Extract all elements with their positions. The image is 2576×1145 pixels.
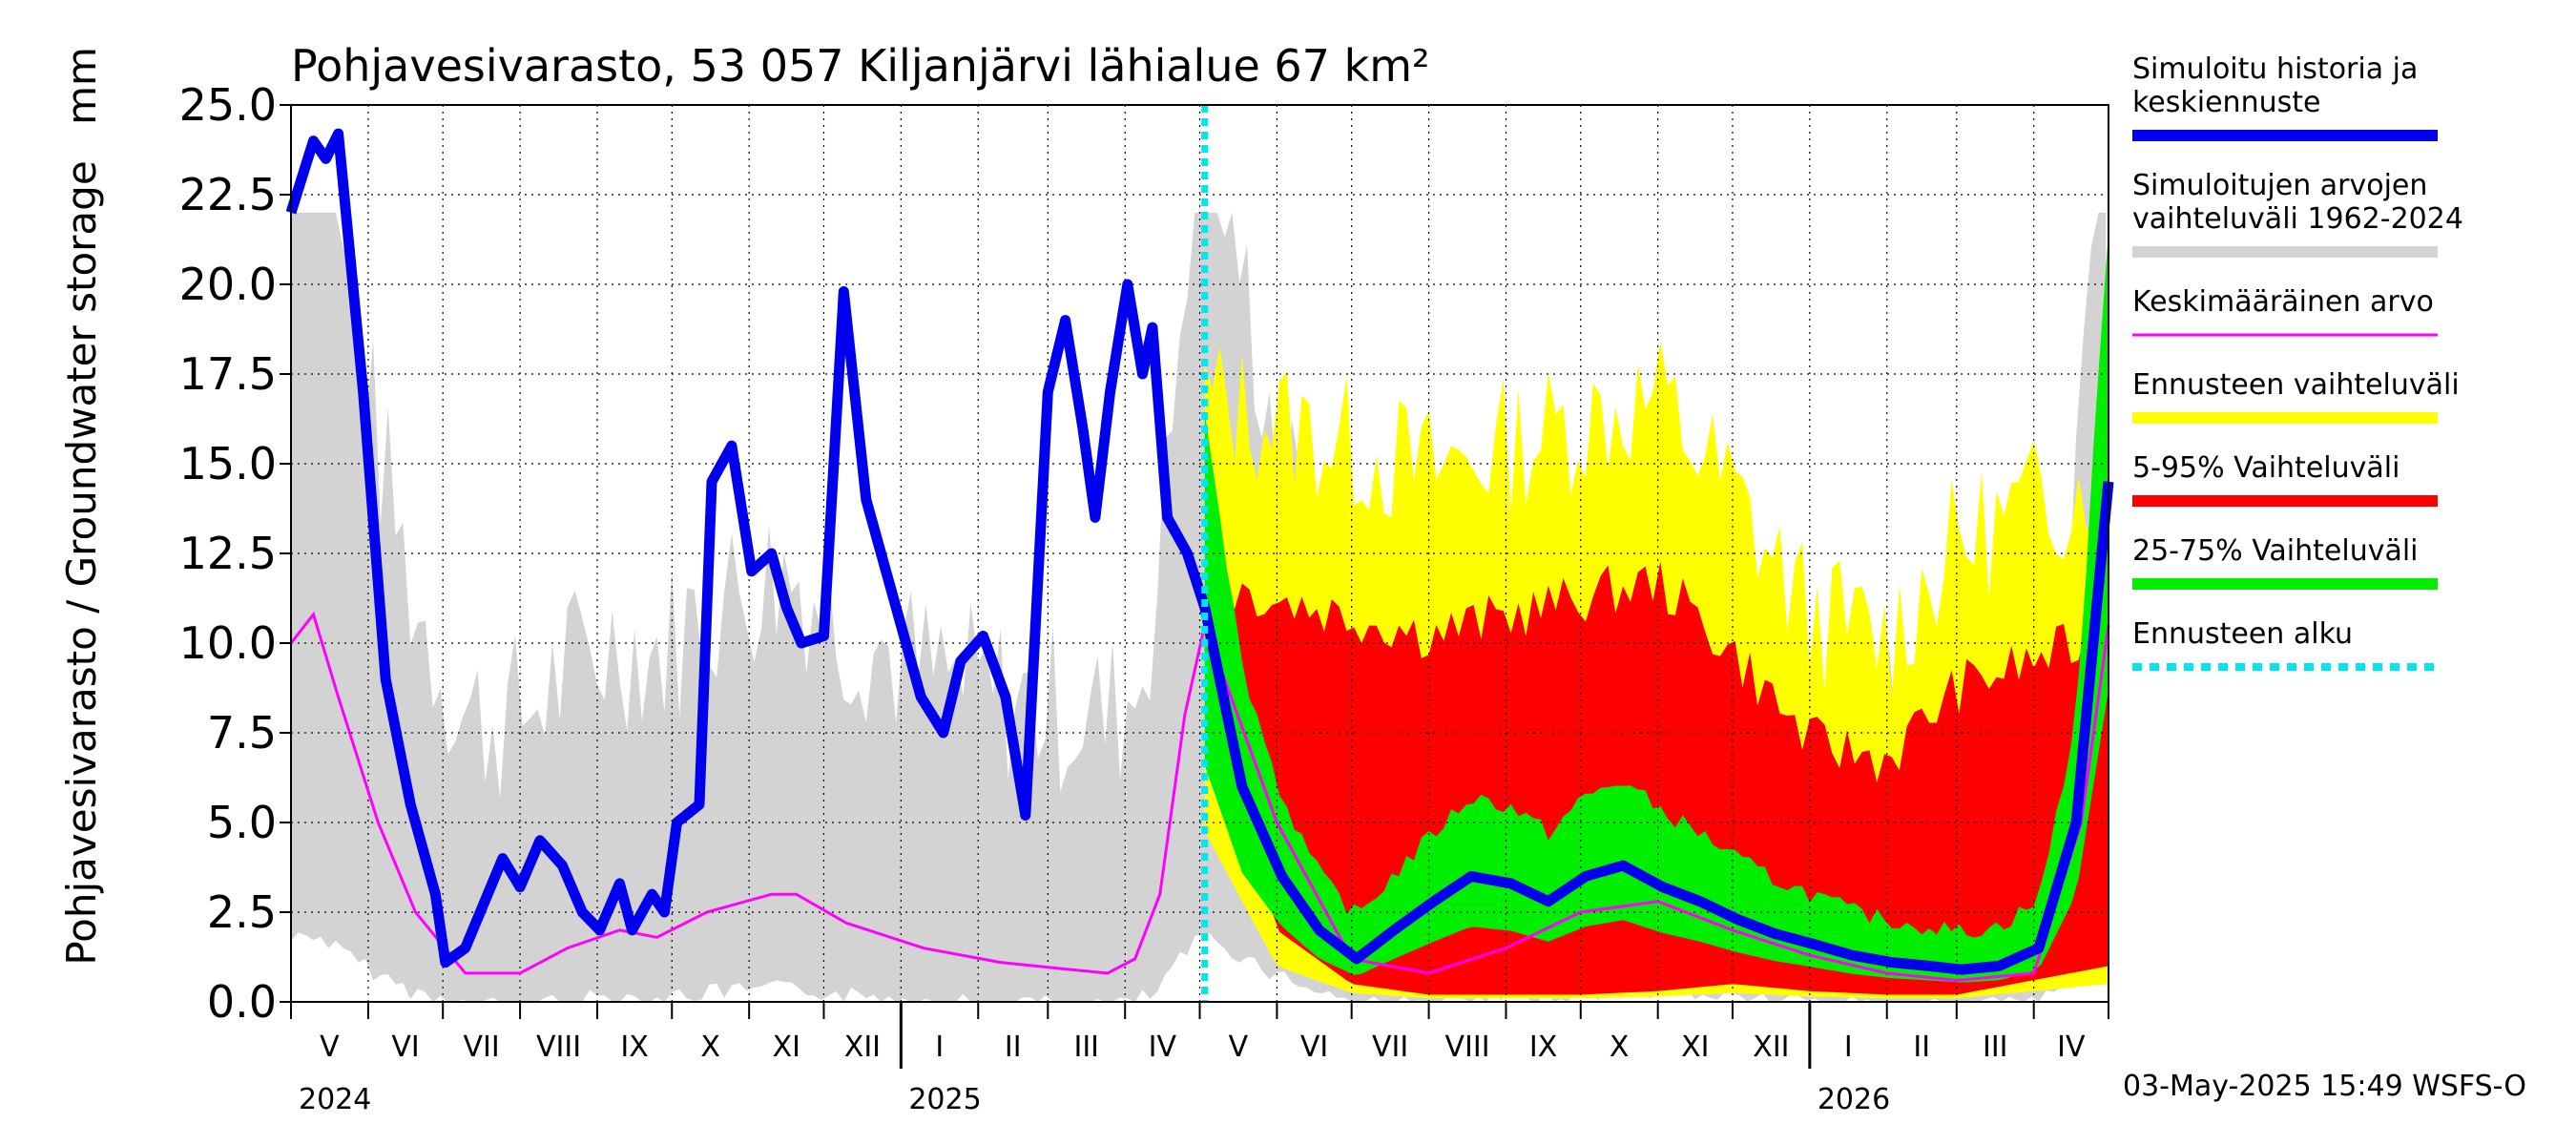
year-label: 2025 [908,1083,981,1116]
legend-item: Keskimääräinen arvo [2132,285,2438,337]
forecast-25-75-area [1204,231,2109,983]
history-line [285,128,2114,975]
legend: Simuloitu historia jakeskiennusteSimuloi… [2132,52,2463,671]
y-tick-labels: 0.0 2.5 5.0 7.5 10.0 12.5 15.0 17.5 20.0 22.5 25.0 [179,79,277,1028]
legend-item: 5-95% Vaihteluväli [2132,451,2438,507]
month-label: VIII [1444,1030,1489,1064]
mean-line [289,611,2110,982]
month-label: V [1229,1030,1249,1064]
month-label: VII [1372,1030,1408,1064]
legend-item: 25-75% Vaihteluväli [2132,534,2438,590]
legend-label: keskiennuste [2132,86,2320,119]
plot-area [285,104,2114,1003]
y-tick-label: 5.0 [207,797,277,848]
axes [280,104,2109,1069]
mean-value-line [289,611,2110,982]
month-label: II [1913,1030,1930,1064]
legend-label: Keskimääräinen arvo [2132,285,2434,319]
month-label: IV [1149,1030,1177,1064]
month-label: VI [1300,1030,1328,1064]
month-label: V [320,1030,340,1064]
y-tick-label: 22.5 [179,169,277,220]
month-label: IV [2057,1030,2086,1064]
month-label: X [1610,1030,1630,1064]
legend-item: Ennusteen alku [2132,617,2438,671]
month-label: IX [1529,1030,1557,1064]
month-label: XII [844,1030,881,1064]
legend-label: 5-95% Vaihteluväli [2132,451,2399,485]
month-label: X [700,1030,720,1064]
legend-label: Ennusteen vaihteluväli [2132,368,2460,402]
timestamp-footer: 03-May-2025 15:49 WSFS-O [2123,1070,2526,1103]
y-tick-label: 20.0 [179,259,277,310]
month-label: III [1073,1030,1099,1064]
month-label: II [1005,1030,1022,1064]
history-forecast-line [285,128,2114,975]
y-tick-label: 12.5 [179,528,277,579]
legend-item: Ennusteen vaihteluväli [2132,368,2460,424]
legend-label: Simuloitujen arvojen [2132,169,2427,202]
legend-label: Ennusteen alku [2132,617,2353,651]
y-tick-label: 2.5 [207,886,277,938]
chart-title: Pohjavesivarasto, 53 057 Kiljanjärvi läh… [291,40,1429,92]
month-label: IX [620,1030,648,1064]
y-axis-unit: mm [58,47,105,125]
year-label: 2024 [299,1083,371,1116]
month-label: VI [391,1030,419,1064]
y-tick-label: 17.5 [179,348,277,400]
month-label: VIII [536,1030,581,1064]
month-label: I [1844,1030,1853,1064]
month-label: XII [1753,1030,1789,1064]
y-axis-label: Pohjavesivarasto / Groundwater storage [58,160,105,965]
y-tick-label: 7.5 [207,707,277,759]
y-tick-label: 0.0 [207,976,277,1028]
year-labels: 2024 2025 2026 [299,1083,1890,1116]
month-label: I [935,1030,944,1064]
legend-label: vaihteluväli 1962-2024 [2132,202,2463,236]
month-label: VII [464,1030,500,1064]
forecast-25-75-band [1204,231,2109,983]
legend-label: 25-75% Vaihteluväli [2132,534,2419,568]
y-tick-label: 25.0 [179,79,277,131]
y-tick-label: 10.0 [179,617,277,669]
month-label: XI [773,1030,800,1064]
y-tick-label: 15.0 [179,438,277,489]
month-labels: V VI VII VIII IX X XI XII I II III IV V VI VII VIII IX X X… [320,1030,2086,1064]
legend-label: Simuloitu historia ja [2132,52,2418,86]
month-label: III [1983,1030,2008,1064]
year-label: 2026 [1818,1083,1890,1116]
month-label: XI [1681,1030,1709,1064]
